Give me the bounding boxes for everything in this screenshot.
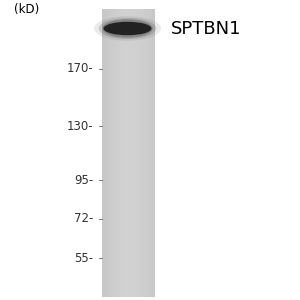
Bar bbox=[136, 9, 139, 297]
Ellipse shape bbox=[103, 22, 152, 35]
Bar bbox=[123, 9, 126, 297]
Bar bbox=[102, 9, 105, 297]
Bar bbox=[144, 9, 147, 297]
Bar bbox=[149, 9, 152, 297]
Bar bbox=[120, 9, 123, 297]
Text: (kD): (kD) bbox=[14, 4, 40, 16]
Ellipse shape bbox=[99, 18, 156, 39]
Bar bbox=[128, 9, 131, 297]
Bar bbox=[115, 9, 118, 297]
Bar bbox=[112, 9, 115, 297]
Ellipse shape bbox=[102, 19, 153, 38]
Bar bbox=[131, 9, 134, 297]
Bar bbox=[139, 9, 141, 297]
Text: 72-: 72- bbox=[74, 212, 93, 226]
Bar bbox=[110, 9, 112, 297]
Text: 130-: 130- bbox=[66, 119, 93, 133]
Bar bbox=[126, 9, 128, 297]
Bar bbox=[105, 9, 107, 297]
Bar bbox=[118, 9, 120, 297]
Bar bbox=[102, 9, 154, 297]
Bar bbox=[107, 9, 110, 297]
Text: 170-: 170- bbox=[66, 62, 93, 76]
Bar bbox=[134, 9, 136, 297]
Bar bbox=[141, 9, 144, 297]
Ellipse shape bbox=[94, 16, 161, 41]
Text: SPTBN1: SPTBN1 bbox=[171, 20, 242, 38]
Text: 95-: 95- bbox=[74, 173, 93, 187]
Text: 55-: 55- bbox=[74, 251, 93, 265]
Bar bbox=[152, 9, 154, 297]
Bar bbox=[147, 9, 149, 297]
